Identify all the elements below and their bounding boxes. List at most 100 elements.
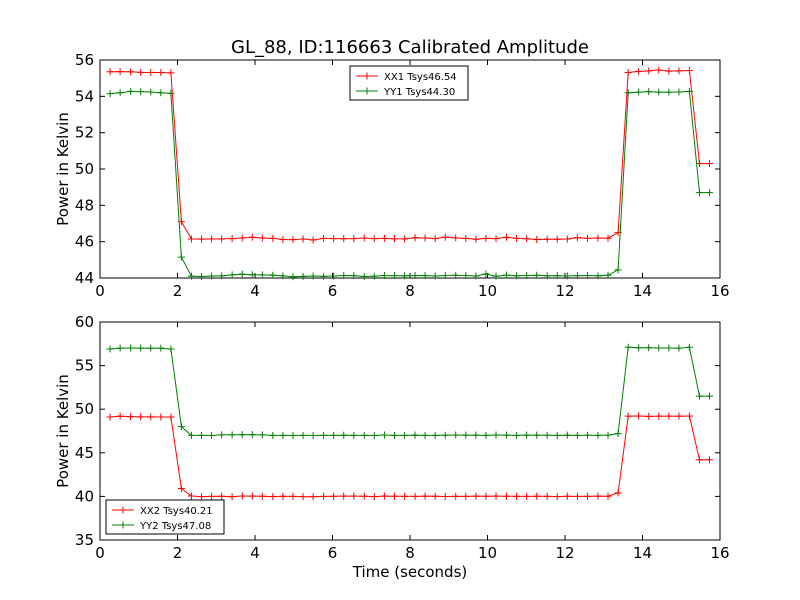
data-point — [573, 431, 581, 439]
data-point — [502, 492, 510, 500]
data-point — [411, 271, 419, 279]
data-point — [269, 493, 277, 501]
data-point — [106, 413, 114, 421]
data-point — [604, 431, 612, 439]
data-point — [370, 432, 378, 440]
data-point — [665, 412, 673, 420]
data-point — [675, 344, 683, 352]
data-point — [116, 89, 124, 97]
y-tick-label: 52 — [75, 124, 94, 142]
data-point — [502, 271, 510, 279]
data-point — [543, 272, 551, 280]
y-tick-label: 48 — [75, 196, 94, 214]
data-point — [441, 271, 449, 279]
data-point — [635, 88, 643, 96]
data-point — [462, 431, 470, 439]
data-point — [583, 492, 591, 500]
data-point — [513, 492, 521, 500]
data-point — [553, 493, 561, 501]
series-line-1 — [110, 415, 710, 498]
data-point — [421, 492, 429, 500]
data-point — [167, 345, 175, 353]
data-point — [299, 431, 307, 439]
data-point — [635, 412, 643, 420]
data-point — [533, 235, 541, 243]
data-point — [452, 271, 460, 279]
data-point — [157, 69, 165, 77]
data-point — [573, 272, 581, 280]
y-tick-label: 44 — [75, 269, 94, 287]
data-point — [258, 492, 266, 500]
data-point — [218, 431, 226, 439]
data-point — [573, 492, 581, 500]
data-point — [441, 431, 449, 439]
data-point — [137, 344, 145, 352]
data-point — [248, 271, 256, 279]
legend-label-1: XX2 Tsys40.21 — [140, 506, 213, 517]
chart-title: GL_88, ID:116663 Calibrated Amplitude — [231, 37, 589, 58]
data-point — [695, 392, 703, 400]
data-point — [482, 492, 490, 500]
data-point — [269, 271, 277, 279]
legend-marker-2 — [363, 87, 371, 95]
data-point — [116, 412, 124, 420]
data-point — [583, 271, 591, 279]
data-point — [675, 88, 683, 96]
data-point — [482, 431, 490, 439]
data-point — [330, 431, 338, 439]
data-point — [187, 235, 195, 243]
y-axis-label: Power in Kelvin — [54, 112, 72, 226]
data-point — [391, 272, 398, 280]
y-tick-label: 56 — [75, 51, 94, 69]
x-tick-label: 10 — [478, 544, 497, 562]
data-point — [228, 235, 236, 243]
data-point — [482, 234, 490, 242]
data-point — [157, 344, 165, 352]
data-point — [441, 233, 449, 241]
data-point — [320, 272, 328, 280]
x-tick-label: 12 — [555, 282, 574, 300]
data-point — [299, 235, 307, 243]
data-point — [350, 492, 358, 500]
data-point — [309, 236, 317, 244]
data-point — [594, 492, 602, 500]
data-point — [462, 234, 470, 242]
series-line-2 — [110, 90, 710, 278]
data-point — [685, 412, 693, 420]
data-point — [635, 67, 643, 75]
data-point — [137, 413, 145, 421]
data-point — [523, 431, 531, 439]
data-point — [198, 235, 206, 243]
legend-marker-2 — [119, 521, 127, 529]
data-point — [452, 431, 460, 439]
data-point — [685, 343, 693, 351]
data-point — [380, 492, 388, 500]
data-point — [401, 431, 409, 439]
data-point — [380, 431, 388, 439]
data-point — [238, 234, 246, 242]
data-point — [228, 493, 236, 501]
data-point — [513, 234, 521, 242]
data-point — [340, 492, 348, 500]
data-point — [238, 270, 246, 278]
data-point — [370, 235, 378, 243]
data-point — [340, 431, 348, 439]
data-point — [360, 431, 368, 439]
data-point — [258, 431, 266, 439]
data-point — [604, 234, 612, 242]
data-point — [421, 272, 429, 280]
data-point — [401, 272, 409, 280]
data-point — [167, 89, 175, 97]
data-point — [706, 189, 714, 197]
data-point — [350, 272, 358, 280]
data-point — [258, 271, 266, 279]
x-tick-label: 6 — [328, 544, 338, 562]
x-tick-label: 14 — [633, 544, 652, 562]
data-point — [187, 272, 195, 280]
data-point — [411, 492, 419, 500]
data-point — [655, 412, 663, 420]
x-tick-label: 6 — [328, 282, 338, 300]
data-point — [391, 431, 398, 439]
data-point — [360, 234, 368, 242]
data-point — [350, 235, 358, 243]
